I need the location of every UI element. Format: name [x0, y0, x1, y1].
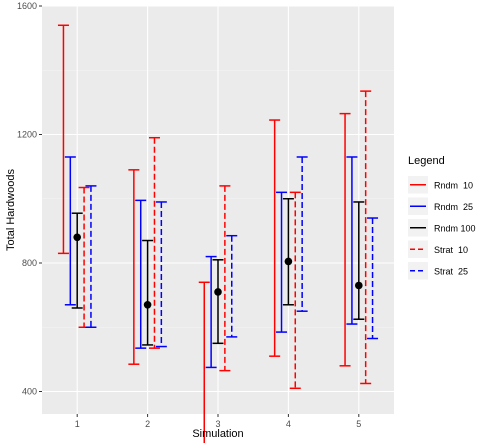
- legend-label: Rndm 25: [434, 202, 473, 212]
- axes: 400 800 1200 1600 1 2 3 4 5: [17, 1, 361, 429]
- mean-point: [284, 257, 293, 266]
- errorbar: [212, 259, 224, 345]
- y-tick-label: 1200: [17, 130, 37, 140]
- errorbar: [85, 185, 97, 329]
- y-axis-title: Total Hardwoods: [5, 169, 17, 251]
- y-tick-label: 1600: [17, 1, 37, 11]
- x-tick-label: 3: [215, 419, 220, 429]
- x-axis-title: Simulation: [192, 428, 243, 440]
- errorbar: [353, 201, 365, 320]
- errorbar: [57, 24, 69, 255]
- legend-label: Strat 25: [434, 266, 468, 276]
- errorbar: [360, 90, 372, 385]
- legend-label: Rndm 10: [434, 180, 473, 190]
- legend-label: Rndm 100: [434, 223, 476, 233]
- errorbar: [155, 201, 167, 348]
- mean-point: [73, 233, 81, 242]
- errorbar: [339, 112, 351, 367]
- mean-point: [143, 300, 152, 309]
- errorbar: [135, 199, 147, 349]
- errorbar: [198, 281, 210, 443]
- y-tick-label: 800: [22, 258, 37, 268]
- errorbar: [142, 239, 154, 346]
- mean-point: [355, 281, 363, 290]
- errorbar: [346, 156, 358, 325]
- errorbar: [269, 119, 281, 357]
- x-tick-label: 2: [145, 419, 150, 429]
- errorbar: [219, 185, 231, 372]
- x-tick-label: 5: [356, 419, 361, 429]
- x-tick-label: 1: [75, 419, 80, 429]
- errorbar: [282, 198, 294, 306]
- errorbar: [205, 255, 217, 369]
- errorbar: [276, 191, 288, 333]
- errorbar: [128, 169, 140, 365]
- mean-point: [214, 288, 222, 296]
- errorbar: [296, 156, 308, 312]
- legend-label: Strat 10: [434, 245, 468, 255]
- legend-title: Legend: [408, 155, 445, 167]
- errorbar: [289, 191, 301, 390]
- errorbar: [367, 217, 379, 340]
- chart-marks: [57, 24, 379, 443]
- errorbar: [64, 156, 76, 306]
- errorbar: [71, 212, 83, 309]
- errorbar: [226, 234, 238, 338]
- y-tick-label: 400: [22, 387, 37, 397]
- legend: Legend Rndm 10 Rndm 25 Rndm 100 Strat 10 Str…: [408, 155, 476, 280]
- errorbar: [148, 136, 160, 349]
- x-tick-label: 4: [286, 419, 291, 429]
